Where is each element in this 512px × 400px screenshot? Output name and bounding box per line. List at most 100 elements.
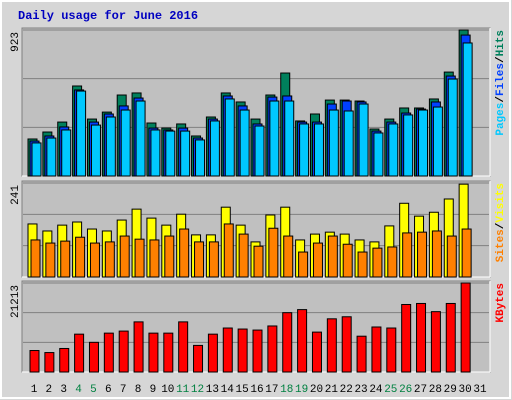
x-tick-label: 6	[105, 384, 112, 396]
bar	[135, 100, 146, 177]
bar	[209, 120, 220, 177]
bar	[222, 327, 233, 373]
bar	[193, 344, 204, 373]
bar	[327, 235, 338, 278]
legend: KBytes	[495, 283, 507, 323]
x-tick-label: 17	[265, 384, 278, 396]
legend-separator: /	[495, 222, 507, 229]
bar	[237, 328, 248, 373]
bar	[118, 330, 129, 373]
bar	[268, 227, 279, 278]
bar	[297, 309, 308, 373]
x-tick-label: 23	[354, 384, 367, 396]
bar	[164, 235, 175, 278]
x-tick-label: 31	[473, 384, 487, 396]
bar	[312, 242, 323, 278]
bar	[254, 125, 265, 177]
bar	[60, 240, 71, 278]
bar	[223, 223, 234, 278]
x-tick-label: 9	[150, 384, 157, 396]
bar	[418, 109, 429, 177]
legend-entry: Visits	[495, 183, 507, 223]
legend-entry: Files	[495, 63, 507, 96]
bar	[432, 106, 443, 177]
x-tick-label: 4	[75, 384, 82, 396]
bar	[446, 235, 457, 278]
bar	[358, 103, 369, 177]
bar	[74, 333, 85, 373]
bar	[76, 90, 87, 177]
bar	[148, 332, 159, 373]
bar	[462, 42, 473, 177]
bar	[29, 350, 40, 373]
bar	[134, 238, 145, 278]
x-tick-label: 20	[310, 384, 323, 396]
bar	[253, 245, 264, 278]
bar	[431, 230, 442, 278]
bar	[30, 239, 41, 278]
bar	[447, 78, 458, 177]
bar	[311, 331, 322, 373]
bar	[179, 228, 190, 278]
bar	[372, 247, 383, 278]
bar	[208, 241, 219, 278]
bar	[461, 228, 472, 278]
bar	[163, 332, 174, 373]
bar	[343, 110, 354, 177]
bar	[356, 335, 367, 373]
bar	[299, 123, 310, 177]
bar	[104, 241, 115, 278]
bar	[31, 142, 42, 177]
bar	[45, 242, 56, 278]
bar	[180, 130, 191, 177]
bar	[178, 321, 189, 373]
x-tick-label: 2	[46, 384, 53, 396]
x-tick-label: 14	[221, 384, 235, 396]
bar	[238, 233, 249, 278]
bar	[298, 251, 309, 278]
x-tick-label: 12	[191, 384, 204, 396]
x-tick-label: 25	[384, 384, 397, 396]
x-tick-label: 16	[250, 384, 263, 396]
bar	[44, 352, 55, 373]
x-tick-label: 28	[429, 384, 442, 396]
bar	[120, 109, 131, 177]
bar	[284, 100, 295, 177]
x-tick-label: 19	[295, 384, 308, 396]
x-tick-label: 11	[176, 384, 190, 396]
bar	[103, 332, 114, 373]
x-tick-label: 24	[369, 384, 383, 396]
bar	[388, 123, 399, 177]
x-tick-label: 21	[325, 384, 339, 396]
x-tick-label: 27	[414, 384, 427, 396]
bar	[387, 246, 398, 278]
x-tick-label: 15	[236, 384, 249, 396]
x-tick-label: 26	[399, 384, 412, 396]
bar	[133, 321, 144, 373]
x-tick-label: 8	[135, 384, 142, 396]
bar	[401, 303, 412, 373]
bar	[342, 243, 353, 278]
bar	[460, 282, 471, 373]
bar	[313, 123, 324, 177]
bar	[194, 241, 205, 278]
legend: Pages/Files/Hits	[495, 30, 507, 136]
bar	[386, 327, 397, 373]
bar	[165, 130, 176, 177]
bar	[61, 129, 72, 177]
y-tick-label: 923	[10, 32, 22, 52]
bar	[357, 251, 368, 278]
bar	[207, 333, 218, 373]
bar	[282, 312, 293, 373]
legend-separator: /	[495, 56, 507, 63]
legend-entry: Hits	[495, 30, 507, 56]
legend-entry: KBytes	[495, 283, 507, 323]
bar	[403, 114, 414, 177]
bar	[46, 137, 57, 177]
bar	[252, 329, 263, 373]
x-tick-label: 1	[31, 384, 38, 396]
x-tick-label: 5	[90, 384, 97, 396]
bar	[417, 231, 428, 278]
